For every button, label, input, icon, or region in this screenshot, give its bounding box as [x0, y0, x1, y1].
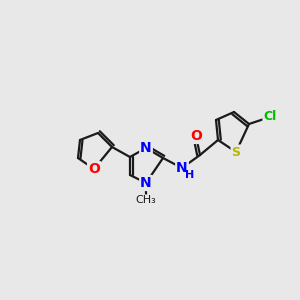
Text: O: O: [190, 129, 202, 143]
Text: N: N: [140, 141, 152, 155]
Text: S: S: [232, 146, 241, 158]
Text: H: H: [185, 170, 195, 180]
Text: N: N: [176, 161, 188, 175]
Text: Cl: Cl: [263, 110, 277, 124]
Text: CH₃: CH₃: [136, 195, 156, 205]
Text: N: N: [140, 176, 152, 190]
Text: O: O: [88, 162, 100, 176]
